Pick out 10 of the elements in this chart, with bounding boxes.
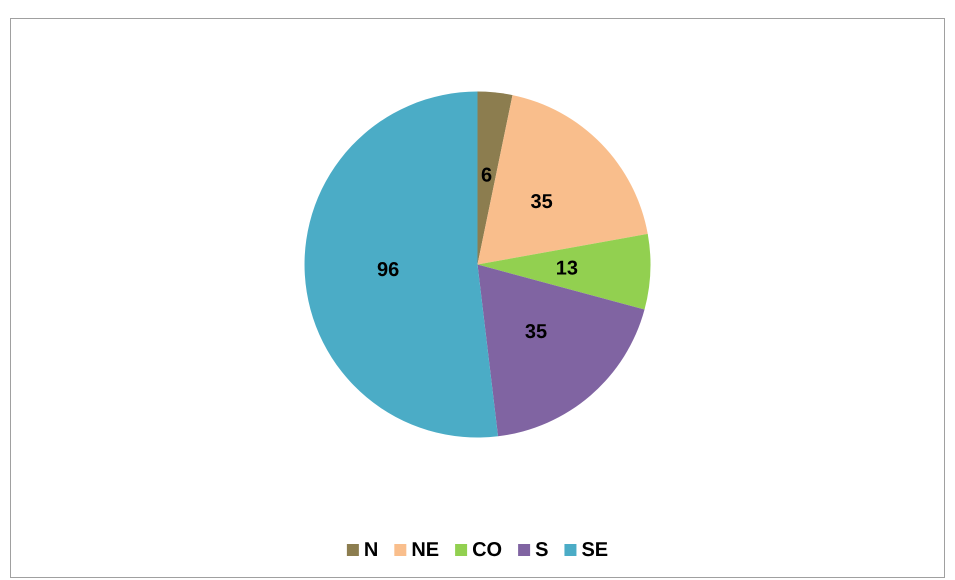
legend-label: NE: [411, 539, 440, 561]
legend-label: CO: [472, 539, 502, 561]
legend-label: N: [364, 539, 378, 561]
data-label: 35: [530, 191, 553, 214]
data-label: 13: [556, 257, 578, 280]
data-label: 35: [524, 321, 548, 344]
data-label: 6: [481, 164, 492, 186]
legend-label: SE: [581, 539, 608, 561]
legend-label: S: [535, 539, 548, 561]
data-label: 96: [377, 258, 400, 281]
